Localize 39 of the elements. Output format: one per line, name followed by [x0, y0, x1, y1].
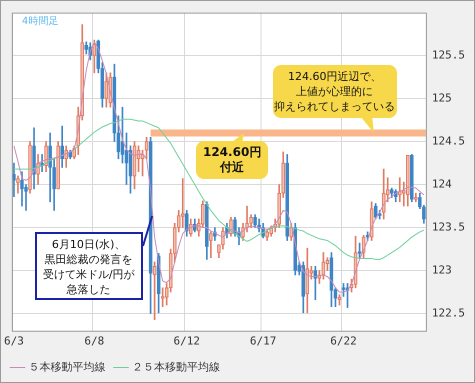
candlestick: [221, 227, 225, 250]
candlestick: [253, 214, 257, 228]
candlestick: [338, 294, 342, 306]
candlestick: [32, 128, 36, 190]
candlestick: [136, 146, 140, 172]
annotation: 124.60円付近: [202, 145, 262, 176]
candlestick: [265, 228, 269, 241]
chart-title: 4時間足: [22, 15, 58, 28]
x-tick-label: 6/22: [330, 334, 357, 348]
legend-label: ５本移動平均線: [28, 360, 106, 374]
x-tick-label: 6/17: [250, 334, 276, 348]
candlestick: [201, 200, 205, 228]
x-tick-label: 6/12: [174, 334, 200, 348]
candlestick: [342, 283, 346, 297]
candlestick: [358, 242, 362, 258]
candlestick: [12, 162, 16, 197]
candlestick: [132, 141, 136, 190]
y-tick-label: 125.5: [432, 48, 466, 62]
candlestick: [28, 141, 32, 194]
annotation: 124.60円近辺で、上値が心理的に抑えられてしまっている: [273, 69, 396, 114]
candlestick: [398, 177, 402, 202]
candlestick: [180, 178, 185, 228]
x-tick-label: 6/8: [84, 334, 104, 348]
candlestick: [322, 252, 326, 280]
candlestick: [104, 72, 108, 108]
y-tick-label: 122.5: [432, 306, 466, 320]
y-tick-label: 125: [432, 91, 452, 104]
y-tick-label: 123: [432, 263, 452, 276]
x-tick-label: 6/3: [4, 334, 24, 348]
y-tick-label: 124.5: [432, 134, 466, 148]
y-tick-label: 124: [432, 177, 452, 190]
candlestick: [330, 252, 334, 308]
candlestick: [326, 257, 330, 271]
annotation: 6月10日(水)、黒田総裁の発言を受けて米ドル/円が急落した: [42, 237, 136, 298]
candlestick: [92, 40, 96, 74]
legend-label: ２５本移動平均線: [132, 360, 220, 374]
y-tick-label: 123.5: [432, 220, 466, 234]
candlestick: [20, 171, 24, 206]
candlestick: [16, 176, 20, 194]
